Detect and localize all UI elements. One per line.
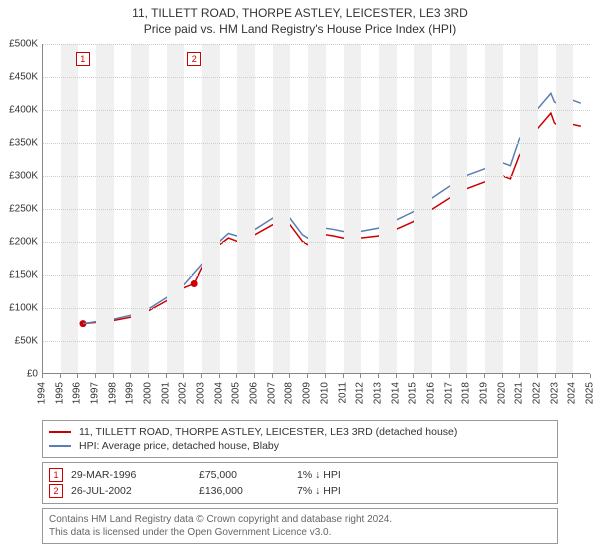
x-axis-label: 2013 — [372, 382, 383, 404]
y-axis-label: £400K — [0, 105, 38, 116]
x-axis-label: 2016 — [425, 382, 436, 404]
legend-label: HPI: Average price, detached house, Blab… — [79, 440, 279, 452]
x-axis-label: 2018 — [461, 382, 472, 404]
event-date: 29-MAR-1996 — [71, 469, 191, 481]
x-axis-label: 2022 — [531, 382, 542, 404]
x-axis-label: 2014 — [390, 382, 401, 404]
event-pct: 1% ↓ HPI — [297, 469, 407, 481]
plot-region: 12 — [42, 44, 590, 374]
event-row: 2 26-JUL-2002 £136,000 7% ↓ HPI — [49, 483, 551, 499]
y-axis-label: £150K — [0, 270, 38, 281]
event-price: £136,000 — [199, 485, 289, 497]
x-axis-label: 1995 — [54, 382, 65, 404]
events-box: 1 29-MAR-1996 £75,000 1% ↓ HPI 2 26-JUL-2002 £… — [42, 462, 558, 504]
attribution-box: Contains HM Land Registry data © Crown c… — [42, 508, 558, 544]
event-date: 26-JUL-2002 — [71, 485, 191, 497]
x-axis-label: 2011 — [337, 382, 348, 404]
x-axis-label: 2021 — [514, 382, 525, 404]
legend-item: HPI: Average price, detached house, Blab… — [49, 439, 551, 453]
event-marker-1: 1 — [76, 52, 90, 66]
chart-title: 11, TILLETT ROAD, THORPE ASTLEY, LEICEST… — [0, 6, 600, 20]
attribution-line1: Contains HM Land Registry data © Crown c… — [49, 513, 551, 526]
x-axis-label: 2003 — [196, 382, 207, 404]
x-axis-label: 1997 — [90, 382, 101, 404]
chart-header: 11, TILLETT ROAD, THORPE ASTLEY, LEICEST… — [0, 0, 600, 38]
x-axis-label: 1999 — [125, 382, 136, 404]
y-axis-label: £500K — [0, 39, 38, 50]
x-axis-label: 2019 — [478, 382, 489, 404]
legend-item: 11, TILLETT ROAD, THORPE ASTLEY, LEICEST… — [49, 425, 551, 439]
x-axis-label: 2009 — [302, 382, 313, 404]
x-axis-label: 2024 — [567, 382, 578, 404]
y-axis-label: £100K — [0, 303, 38, 314]
event-pct: 7% ↓ HPI — [297, 485, 407, 497]
x-axis-label: 2004 — [213, 382, 224, 404]
event-number-badge: 2 — [49, 484, 63, 498]
x-axis-label: 2025 — [585, 382, 596, 404]
y-axis-label: £350K — [0, 138, 38, 149]
event-price: £75,000 — [199, 469, 289, 481]
x-axis-label: 2007 — [266, 382, 277, 404]
data-point-marker — [191, 280, 198, 287]
y-axis-label: £450K — [0, 72, 38, 83]
attribution-line2: This data is licensed under the Open Gov… — [49, 526, 551, 539]
x-axis-label: 1994 — [37, 382, 48, 404]
legend-swatch — [49, 431, 71, 433]
event-row: 1 29-MAR-1996 £75,000 1% ↓ HPI — [49, 467, 551, 483]
chart-footer: 11, TILLETT ROAD, THORPE ASTLEY, LEICEST… — [0, 420, 600, 544]
y-axis-label: £50K — [0, 336, 38, 347]
y-axis-label: £250K — [0, 204, 38, 215]
x-axis-label: 2008 — [284, 382, 295, 404]
event-number-badge: 1 — [49, 468, 63, 482]
x-axis-label: 2012 — [355, 382, 366, 404]
x-axis-label: 2006 — [249, 382, 260, 404]
legend-swatch — [49, 445, 71, 447]
x-axis-label: 2017 — [443, 382, 454, 404]
legend-box: 11, TILLETT ROAD, THORPE ASTLEY, LEICEST… — [42, 420, 558, 458]
x-axis-label: 2001 — [160, 382, 171, 404]
x-axis-label: 1996 — [72, 382, 83, 404]
x-axis-label: 2023 — [549, 382, 560, 404]
x-axis-label: 2020 — [496, 382, 507, 404]
y-axis-label: £300K — [0, 171, 38, 182]
chart-subtitle: Price paid vs. HM Land Registry's House … — [0, 20, 600, 36]
y-axis-label: £0 — [0, 369, 38, 380]
series-price_paid — [83, 113, 581, 324]
x-axis-label: 2010 — [319, 382, 330, 404]
x-axis-label: 2002 — [178, 382, 189, 404]
chart-area: 12 £0£50K£100K£150K£200K£250K£300K£350K£… — [0, 38, 600, 416]
legend-label: 11, TILLETT ROAD, THORPE ASTLEY, LEICEST… — [79, 426, 457, 438]
event-marker-2: 2 — [187, 52, 201, 66]
x-axis-label: 2000 — [143, 382, 154, 404]
x-axis-label: 1998 — [107, 382, 118, 404]
x-axis-label: 2005 — [231, 382, 242, 404]
y-axis-label: £200K — [0, 237, 38, 248]
x-axis-label: 2015 — [408, 382, 419, 404]
